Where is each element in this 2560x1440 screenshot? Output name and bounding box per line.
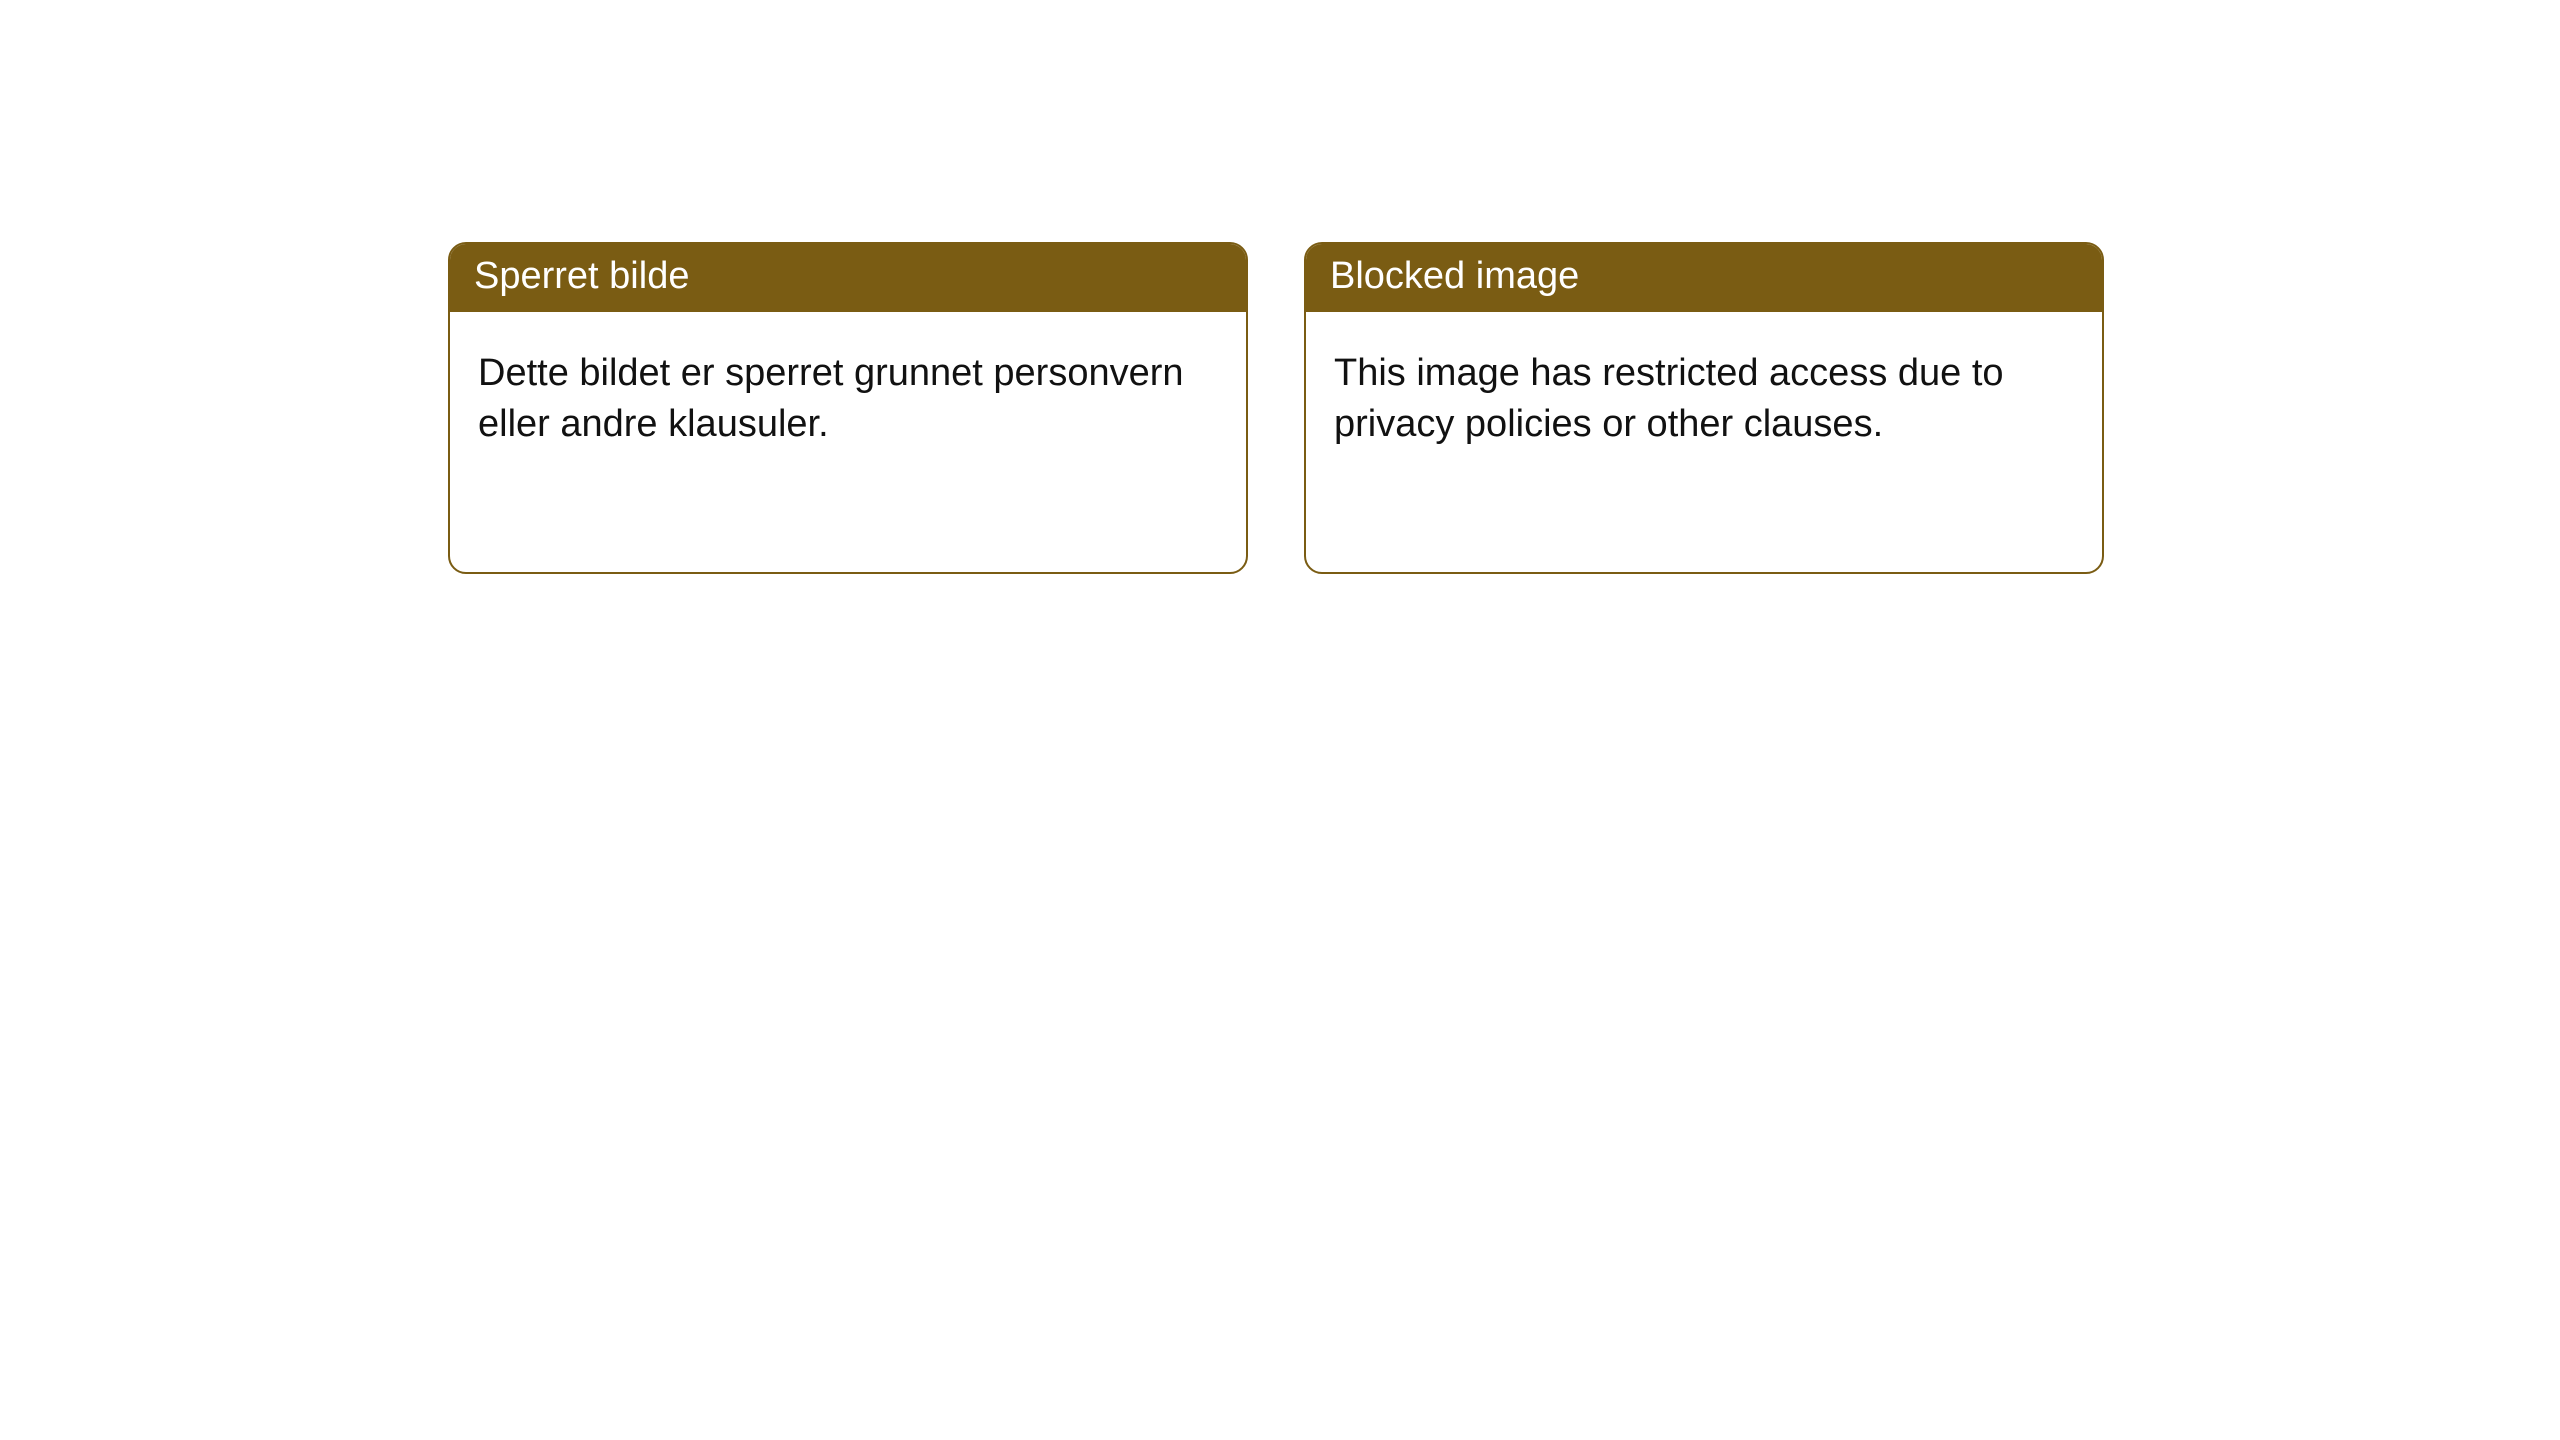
- notice-card-text-no: Dette bildet er sperret grunnet personve…: [478, 348, 1218, 451]
- notice-card-title-en: Blocked image: [1306, 244, 2102, 312]
- notice-card-body-en: This image has restricted access due to …: [1306, 312, 2102, 572]
- notice-card-body-no: Dette bildet er sperret grunnet personve…: [450, 312, 1246, 572]
- notice-card-title-no: Sperret bilde: [450, 244, 1246, 312]
- notice-card-en: Blocked image This image has restricted …: [1304, 242, 2104, 574]
- notice-container: Sperret bilde Dette bildet er sperret gr…: [448, 242, 2104, 574]
- notice-card-no: Sperret bilde Dette bildet er sperret gr…: [448, 242, 1248, 574]
- notice-card-text-en: This image has restricted access due to …: [1334, 348, 2074, 451]
